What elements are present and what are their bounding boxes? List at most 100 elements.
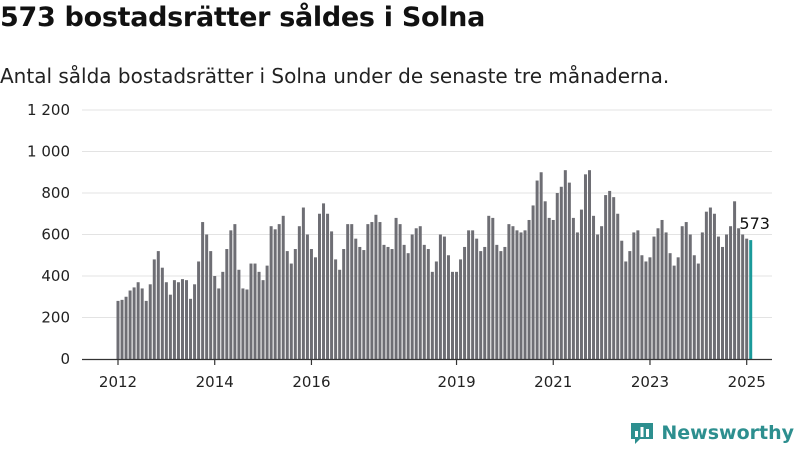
bar <box>358 246 362 359</box>
bar <box>692 255 696 359</box>
bar <box>185 280 189 359</box>
x-tick-label: 2019 <box>437 373 475 391</box>
y-tick-label: 400 <box>41 267 70 285</box>
bar <box>475 238 479 359</box>
bar <box>543 201 547 359</box>
bar <box>205 234 209 359</box>
chart-title: 573 bostadsrätter såldes i Solna <box>0 2 486 33</box>
bar <box>430 271 434 359</box>
bar <box>463 246 467 359</box>
bar <box>459 259 463 359</box>
bar <box>326 213 330 359</box>
bar <box>571 217 575 359</box>
bar <box>668 253 672 359</box>
y-tick-label: 0 <box>60 350 70 368</box>
bar <box>128 290 132 359</box>
x-tick-label: 2021 <box>534 373 572 391</box>
bar <box>664 232 668 359</box>
bar <box>410 234 414 359</box>
bar <box>124 296 128 359</box>
bar <box>438 234 442 359</box>
bar <box>342 249 346 359</box>
bar <box>297 226 301 359</box>
bar <box>729 226 733 359</box>
bar <box>285 251 289 359</box>
bar <box>305 234 309 359</box>
bar <box>563 170 567 359</box>
bar <box>708 207 712 359</box>
bar <box>696 263 700 359</box>
y-tick-label: 800 <box>41 184 70 202</box>
bar <box>152 259 156 359</box>
bar <box>322 203 326 359</box>
bar <box>245 289 249 359</box>
bar <box>378 222 382 359</box>
bar <box>479 251 483 359</box>
bar <box>116 300 120 359</box>
bar <box>156 251 160 359</box>
bar <box>418 226 422 359</box>
bar <box>511 226 515 359</box>
bar <box>640 255 644 359</box>
bars <box>116 170 753 359</box>
bar <box>354 238 358 359</box>
bar <box>446 255 450 359</box>
bar <box>334 259 338 359</box>
bar <box>535 180 539 359</box>
y-tick-label: 600 <box>41 226 70 244</box>
bar <box>330 231 334 359</box>
bar <box>608 190 612 359</box>
bar <box>213 276 217 359</box>
bar <box>362 250 366 359</box>
bar <box>575 232 579 359</box>
x-tick-label: 2014 <box>196 373 234 391</box>
bar <box>221 271 225 359</box>
bar-highlight <box>749 240 753 359</box>
bar <box>539 172 543 359</box>
bar <box>527 219 531 359</box>
bar <box>394 217 398 359</box>
bar <box>652 236 656 359</box>
bar <box>455 271 459 359</box>
bar <box>616 213 620 359</box>
bar <box>648 257 652 359</box>
bar <box>148 284 152 359</box>
bar <box>172 280 176 359</box>
bar <box>733 201 737 359</box>
bar <box>636 230 640 359</box>
bar <box>273 229 277 359</box>
x-tick-label: 2025 <box>728 373 766 391</box>
bar <box>193 284 197 359</box>
bar <box>624 261 628 359</box>
bar <box>160 267 164 359</box>
bar <box>676 257 680 359</box>
bar <box>716 236 720 359</box>
bar <box>551 219 555 359</box>
bar <box>737 228 741 359</box>
bar <box>632 232 636 359</box>
bar <box>531 205 535 359</box>
bar <box>559 186 563 359</box>
bar <box>180 279 184 359</box>
bar <box>672 265 676 359</box>
bar <box>265 265 269 359</box>
chart-subtitle: Antal sålda bostadsrätter i Solna under … <box>0 64 670 88</box>
y-axis-labels: 0 200 400 600 800 1 000 1 200 <box>27 101 70 368</box>
bar <box>374 214 378 359</box>
bar <box>688 234 692 359</box>
bar <box>515 230 519 359</box>
bar <box>201 222 205 359</box>
last-value-label: 573 <box>739 214 770 233</box>
bar <box>567 182 571 359</box>
bar <box>225 249 229 359</box>
bar <box>644 261 648 359</box>
bar <box>592 215 596 359</box>
bar <box>386 246 390 359</box>
bar <box>434 261 438 359</box>
bar <box>604 195 608 359</box>
bar <box>132 287 136 359</box>
bar <box>168 294 172 359</box>
bar <box>519 232 523 359</box>
bar <box>467 230 471 359</box>
bar <box>700 232 704 359</box>
